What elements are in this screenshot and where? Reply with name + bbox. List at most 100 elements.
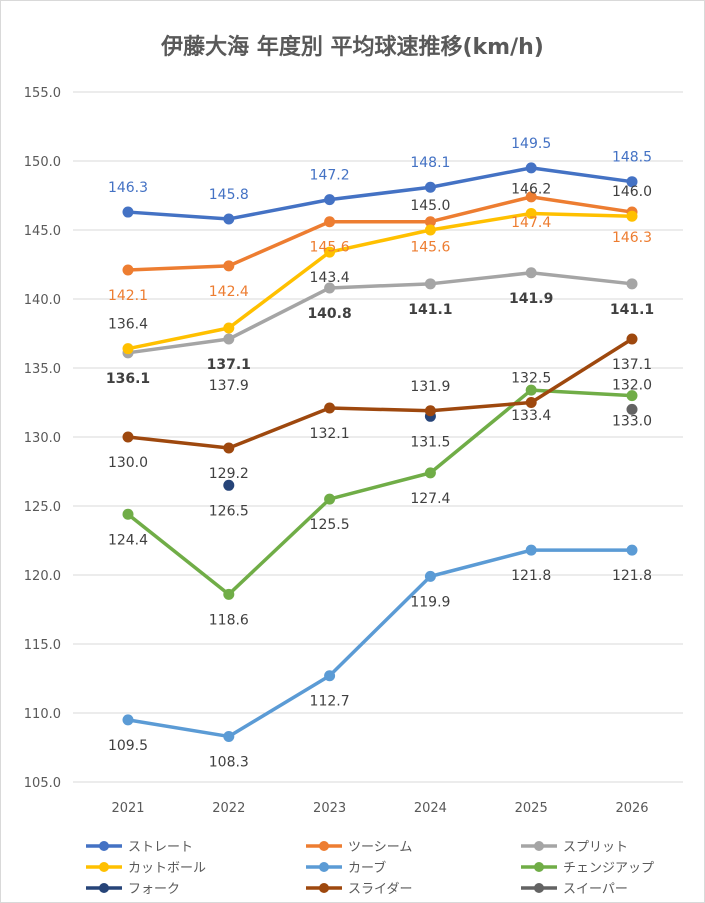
- data-point: [324, 194, 336, 206]
- legend-label: カットボール: [128, 861, 206, 876]
- data-label: 109.5: [108, 738, 148, 754]
- data-label: 141.1: [610, 302, 654, 318]
- data-label: 145.6: [310, 240, 350, 256]
- y-tick-label: 145.0: [24, 224, 61, 239]
- legend-label: フォーク: [128, 882, 180, 897]
- data-point: [525, 267, 537, 279]
- data-point: [223, 333, 235, 345]
- data-point: [525, 544, 537, 556]
- series-line-ストレート: [127, 166, 633, 221]
- y-tick-label: 135.0: [24, 362, 61, 377]
- data-label: 147.4: [511, 215, 551, 231]
- data-label: 126.5: [209, 503, 249, 519]
- data-point: [122, 431, 134, 443]
- legend-label: スライダー: [348, 882, 412, 897]
- data-point: [122, 343, 134, 355]
- y-tick-label: 115.0: [24, 638, 61, 653]
- legend-label: チェンジアップ: [563, 861, 654, 876]
- data-label: 108.3: [209, 754, 249, 770]
- data-point: [324, 282, 336, 294]
- series-line-カットボール: [127, 211, 633, 351]
- data-label: 132.5: [511, 371, 551, 387]
- data-point: [525, 191, 537, 203]
- chart-title: 伊藤大海 年度別 平均球速推移(km/h): [161, 35, 544, 60]
- data-point: [525, 162, 537, 174]
- data-label: 137.1: [207, 357, 251, 373]
- data-point: [626, 210, 638, 222]
- data-point: [424, 570, 436, 582]
- data-point: [626, 403, 638, 415]
- data-label: 131.5: [410, 434, 450, 450]
- legend-label: ツーシーム: [348, 840, 412, 855]
- data-point: [223, 442, 235, 454]
- data-label: 132.1: [310, 426, 350, 442]
- data-point: [223, 588, 235, 600]
- legend-marker: [534, 862, 544, 872]
- x-tick-label: 2021: [111, 801, 144, 816]
- legend-marker: [534, 883, 544, 893]
- y-tick-label: 125.0: [24, 500, 61, 515]
- data-point: [324, 246, 336, 258]
- data-point: [324, 402, 336, 414]
- data-point: [324, 493, 336, 505]
- legend-marker: [319, 841, 329, 851]
- data-point: [424, 181, 436, 193]
- data-label: 119.9: [410, 594, 450, 610]
- data-label: 142.1: [108, 288, 148, 304]
- data-label: 141.1: [408, 302, 452, 318]
- data-label: 145.6: [410, 240, 450, 256]
- data-label: 137.1: [612, 357, 652, 373]
- data-label: 146.3: [612, 230, 652, 246]
- y-tick-label: 155.0: [24, 86, 61, 101]
- data-label: 148.1: [410, 155, 450, 171]
- x-tick-label: 2026: [615, 801, 648, 816]
- data-point: [324, 216, 336, 228]
- data-point: [626, 176, 638, 188]
- data-point: [324, 670, 336, 682]
- data-point: [424, 467, 436, 479]
- data-point: [424, 278, 436, 290]
- legend-marker: [99, 862, 109, 872]
- data-label: 149.5: [511, 136, 551, 152]
- data-label: 145.8: [209, 187, 249, 203]
- series-line-スライダー: [127, 337, 633, 450]
- legend-marker: [99, 841, 109, 851]
- data-label: 146.0: [612, 184, 652, 200]
- y-tick-label: 130.0: [24, 431, 61, 446]
- data-point: [626, 278, 638, 290]
- data-point: [122, 714, 134, 726]
- data-label: 143.4: [310, 270, 350, 286]
- data-label: 148.5: [612, 150, 652, 166]
- legend-marker: [99, 883, 109, 893]
- data-point: [223, 322, 235, 334]
- data-label: 132.0: [612, 377, 652, 393]
- x-tick-label: 2025: [515, 801, 548, 816]
- data-label: 121.8: [612, 568, 652, 584]
- data-point: [122, 508, 134, 520]
- data-point: [626, 544, 638, 556]
- data-label: 133.4: [511, 408, 551, 424]
- data-label: 145.0: [410, 198, 450, 214]
- series-line-ツーシーム: [127, 195, 633, 272]
- data-label: 131.9: [410, 379, 450, 395]
- legend-marker: [534, 841, 544, 851]
- data-label: 136.4: [108, 317, 148, 333]
- y-tick-label: 110.0: [24, 707, 61, 722]
- data-point: [424, 224, 436, 236]
- data-point: [626, 333, 638, 345]
- x-tick-label: 2024: [414, 801, 447, 816]
- y-tick-label: 105.0: [24, 776, 61, 791]
- data-label: 112.7: [310, 694, 350, 710]
- data-point: [525, 384, 537, 396]
- y-tick-label: 120.0: [24, 569, 61, 584]
- legend-label: ストレート: [128, 840, 193, 855]
- data-point: [122, 264, 134, 276]
- data-label: 136.1: [106, 371, 150, 387]
- legend-label: スプリット: [563, 840, 628, 855]
- data-label: 146.2: [511, 181, 551, 197]
- legend-marker: [319, 883, 329, 893]
- data-point: [223, 260, 235, 272]
- y-tick-label: 150.0: [24, 155, 61, 170]
